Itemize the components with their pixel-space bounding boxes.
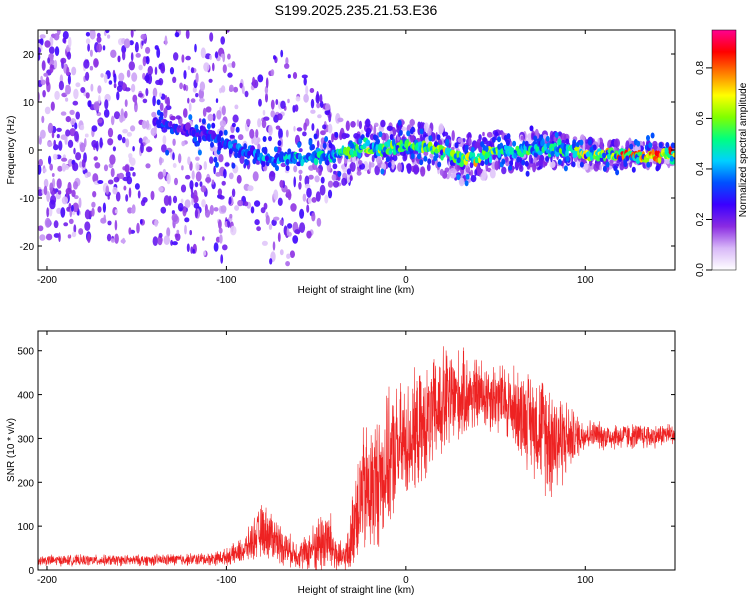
y-tick-label: 0 xyxy=(28,566,34,577)
y-tick-label: 400 xyxy=(17,391,34,402)
y-tick-label: 100 xyxy=(17,522,34,533)
snr-x-label: Height of straight line (km) xyxy=(298,585,415,596)
colorbar-tick-label: 0.0 xyxy=(695,263,706,277)
y-tick-label: 20 xyxy=(23,50,35,61)
x-tick-label: -100 xyxy=(216,275,236,286)
y-tick-label: 0 xyxy=(28,146,34,157)
snr-frame xyxy=(37,330,676,571)
colorbar-bar xyxy=(711,29,737,271)
x-tick-label: -200 xyxy=(37,275,57,286)
spectrogram-y-ticks: -20 -10 0 10 20 xyxy=(20,50,675,253)
snr-y-ticks: 0 100 200 300 400 500 xyxy=(17,347,675,577)
colorbar-tick-label: 0.6 xyxy=(695,111,706,125)
spectrogram-x-ticks: -200 -100 0 100 xyxy=(37,30,594,286)
colorbar-tick-label: 0.4 xyxy=(695,162,706,176)
figure-title: S199.2025.235.21.53.E36 xyxy=(275,2,438,18)
snr-series-line xyxy=(38,346,675,570)
y-tick-label: 200 xyxy=(17,478,34,489)
x-tick-label: 100 xyxy=(577,575,594,586)
snr-y-label: SNR (10 * v/v) xyxy=(6,418,17,482)
y-tick-label: 500 xyxy=(17,347,34,358)
colorbar: 0.0 0.2 0.4 0.6 0.8 Normalized spectral ampl… xyxy=(695,29,749,277)
spectrogram-x-label: Height of straight line (km) xyxy=(298,285,415,296)
spectrogram-image xyxy=(38,30,675,267)
spectrogram-y-label: Frequency (Hz) xyxy=(6,116,17,185)
colorbar-tick-label: 0.8 xyxy=(695,61,706,75)
snr-panel: -200 -100 0 100 0 100 200 300 400 500 Height of … xyxy=(6,330,676,596)
x-tick-label: 0 xyxy=(403,575,409,586)
snr-x-ticks: -200 -100 0 100 xyxy=(37,331,594,586)
x-tick-label: 0 xyxy=(403,275,409,286)
y-tick-label: 10 xyxy=(23,98,35,109)
y-tick-label: -20 xyxy=(20,242,35,253)
x-tick-label: -200 xyxy=(37,575,57,586)
colorbar-ticks: 0.0 0.2 0.4 0.6 0.8 xyxy=(695,61,712,277)
x-tick-label: -100 xyxy=(216,575,236,586)
y-tick-label: -10 xyxy=(20,194,35,205)
y-tick-label: 300 xyxy=(17,434,34,445)
colorbar-tick-label: 0.2 xyxy=(695,212,706,226)
colorbar-label: Normalized spectral amplitude xyxy=(738,82,749,217)
x-tick-label: 100 xyxy=(577,275,594,286)
